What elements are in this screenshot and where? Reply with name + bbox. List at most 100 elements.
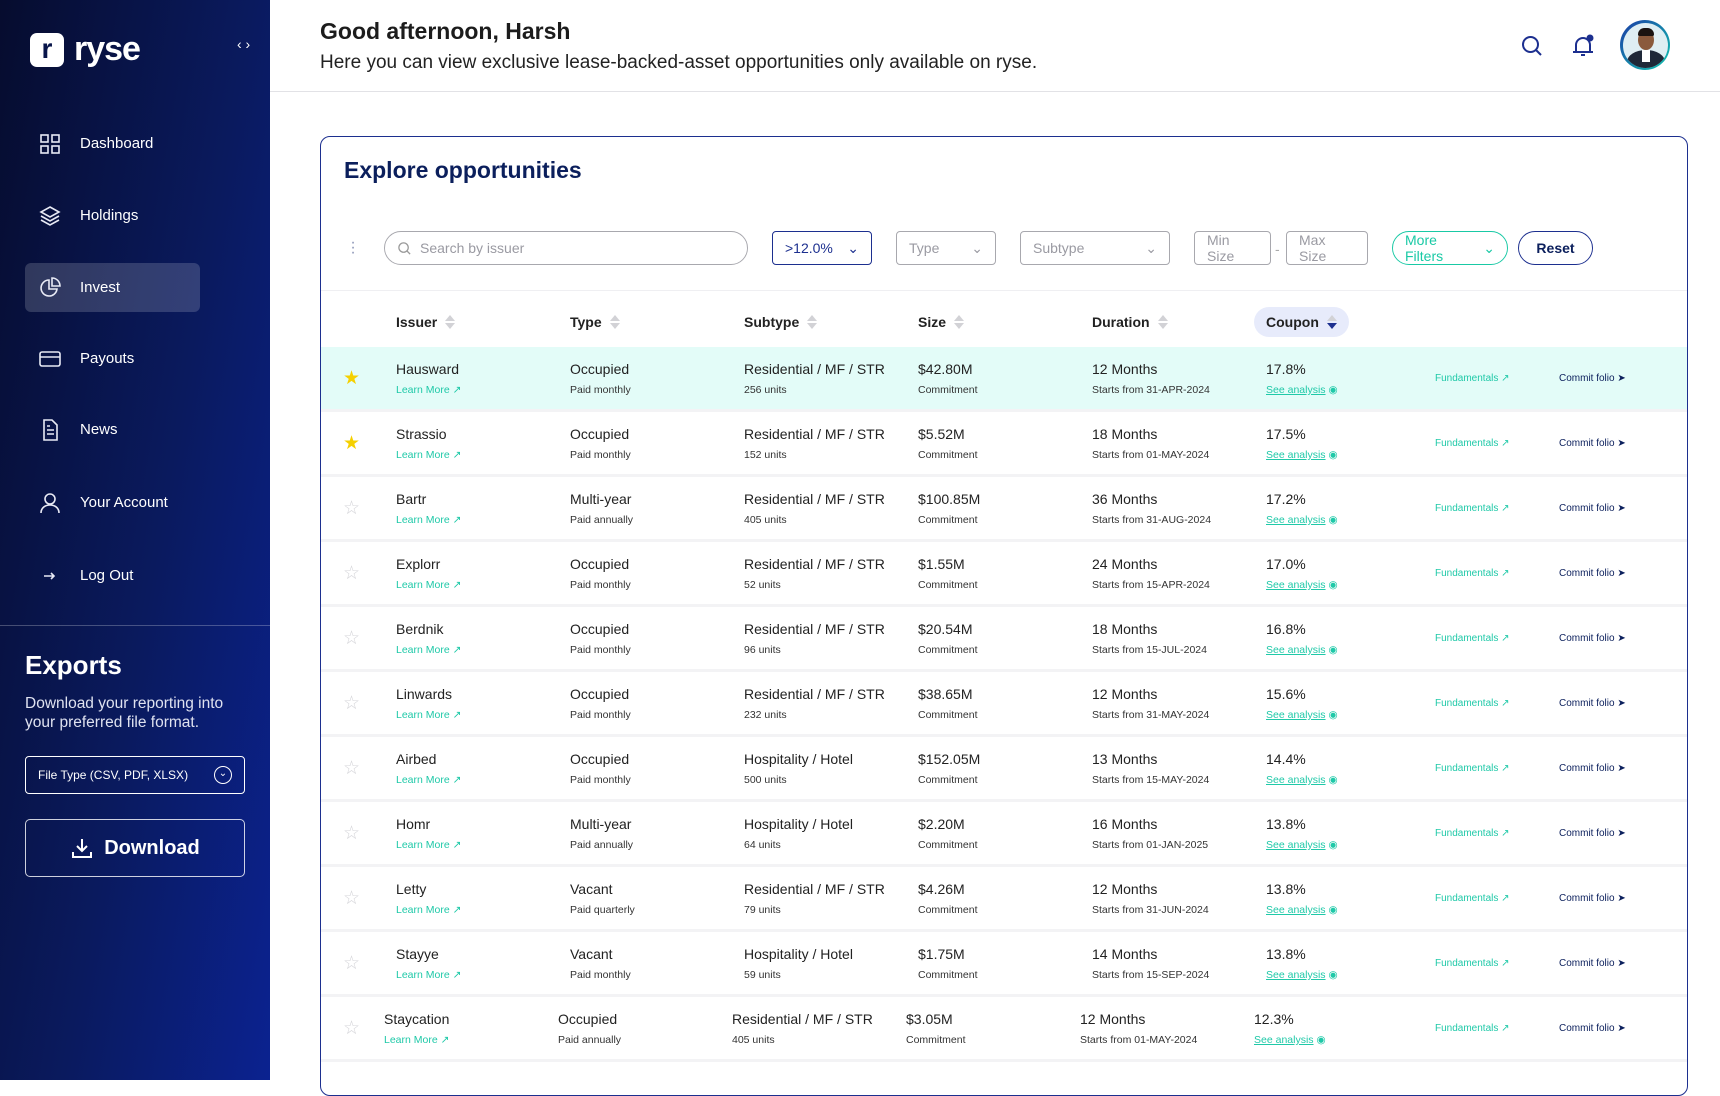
table-row[interactable]: ☆ Airbed Learn More ↗ Occupied Paid monthl… [321, 737, 1687, 802]
column-header-issuer[interactable]: Issuer [396, 307, 456, 337]
table-row[interactable]: ☆ Staycation Learn More ↗ Occupied Paid an… [321, 997, 1687, 1062]
see-analysis-link[interactable]: See analysis ◉ [1266, 839, 1338, 851]
learn-more-link[interactable]: Learn More ↗ [396, 514, 461, 526]
learn-more-link[interactable]: Learn More ↗ [384, 1034, 449, 1046]
table-row[interactable]: ★ Strassio Learn More ↗ Occupied Paid mont… [321, 412, 1687, 477]
commit-folio-link[interactable]: Commit folio ➤ [1559, 438, 1626, 449]
learn-more-link[interactable]: Learn More ↗ [396, 774, 461, 786]
see-analysis-link[interactable]: See analysis ◉ [1266, 449, 1338, 461]
fundamentals-link[interactable]: Fundamentals ↗ [1435, 828, 1510, 839]
fundamentals-link[interactable]: Fundamentals ↗ [1435, 503, 1510, 514]
table-row[interactable]: ★ Hausward Learn More ↗ Occupied Paid mont… [321, 347, 1687, 412]
star-outline-icon[interactable]: ☆ [343, 563, 361, 584]
table-row[interactable]: ☆ Explorr Learn More ↗ Occupied Paid month… [321, 542, 1687, 607]
see-analysis-link[interactable]: See analysis ◉ [1266, 904, 1338, 916]
sidebar-item-invest[interactable]: Invest [25, 263, 200, 312]
fundamentals-link[interactable]: Fundamentals ↗ [1435, 1023, 1510, 1034]
see-analysis-link[interactable]: See analysis ◉ [1266, 709, 1338, 721]
star-filled-icon[interactable]: ★ [343, 433, 361, 454]
fundamentals-link[interactable]: Fundamentals ↗ [1435, 698, 1510, 709]
external-link-icon: ↗ [1501, 763, 1510, 774]
column-header-label: Type [570, 314, 602, 330]
table-row[interactable]: ☆ Stayye Learn More ↗ Vacant Paid monthly … [321, 932, 1687, 997]
sidebar-item-log-out[interactable]: Log Out [25, 551, 200, 600]
column-header-size[interactable]: Size [918, 307, 965, 337]
star-outline-icon[interactable]: ☆ [343, 628, 361, 649]
table-row[interactable]: ☆ Berdnik Learn More ↗ Occupied Paid month… [321, 607, 1687, 672]
fundamentals-link[interactable]: Fundamentals ↗ [1435, 373, 1510, 384]
learn-more-link[interactable]: Learn More ↗ [396, 969, 461, 981]
see-analysis-link[interactable]: See analysis ◉ [1266, 774, 1338, 786]
learn-more-link[interactable]: Learn More ↗ [396, 384, 461, 396]
sidebar-item-dashboard[interactable]: Dashboard [25, 119, 200, 168]
commit-folio-link[interactable]: Commit folio ➤ [1559, 373, 1626, 384]
see-analysis-link[interactable]: See analysis ◉ [1254, 1034, 1326, 1046]
subtype-filter-dropdown[interactable]: Subtype ⌄ [1020, 231, 1170, 265]
learn-more-link[interactable]: Learn More ↗ [396, 644, 461, 656]
sidebar-item-your-account[interactable]: Your Account [25, 478, 200, 527]
fundamentals-link[interactable]: Fundamentals ↗ [1435, 568, 1510, 579]
commit-folio-link[interactable]: Commit folio ➤ [1559, 1023, 1626, 1034]
logo[interactable]: r ryse [30, 30, 141, 69]
search-input[interactable]: Search by issuer [384, 231, 748, 265]
star-outline-icon[interactable]: ☆ [343, 823, 361, 844]
collapse-toggle-icon[interactable]: ‹ › [237, 36, 251, 52]
commit-folio-link[interactable]: Commit folio ➤ [1559, 698, 1626, 709]
fundamentals-link[interactable]: Fundamentals ↗ [1435, 958, 1510, 969]
see-analysis-link[interactable]: See analysis ◉ [1266, 579, 1338, 591]
fundamentals-link[interactable]: Fundamentals ↗ [1435, 438, 1510, 449]
commit-folio-link[interactable]: Commit folio ➤ [1559, 503, 1626, 514]
fundamentals-link[interactable]: Fundamentals ↗ [1435, 633, 1510, 644]
see-analysis-link[interactable]: See analysis ◉ [1266, 384, 1338, 396]
star-outline-icon[interactable]: ☆ [343, 498, 361, 519]
sidebar-item-news[interactable]: News [25, 405, 200, 454]
avatar[interactable] [1620, 20, 1670, 70]
notification-bell-icon[interactable] [1570, 33, 1596, 59]
column-header-coupon[interactable]: Coupon [1254, 307, 1349, 337]
see-analysis-link[interactable]: See analysis ◉ [1266, 514, 1338, 526]
commit-folio-link[interactable]: Commit folio ➤ [1559, 958, 1626, 969]
learn-more-link[interactable]: Learn More ↗ [396, 449, 461, 461]
coupon-filter-dropdown[interactable]: >12.0% ⌄ [772, 231, 872, 265]
table-row[interactable]: ☆ Bartr Learn More ↗ Multi-year Paid annua… [321, 477, 1687, 542]
star-outline-icon[interactable]: ☆ [343, 693, 361, 714]
sidebar-item-payouts[interactable]: Payouts [25, 334, 200, 383]
type-filter-dropdown[interactable]: Type ⌄ [896, 231, 996, 265]
star-outline-icon[interactable]: ☆ [343, 1018, 361, 1039]
learn-more-link[interactable]: Learn More ↗ [396, 579, 461, 591]
sidebar-item-holdings[interactable]: Holdings [25, 191, 200, 240]
reset-button[interactable]: Reset [1518, 231, 1593, 265]
see-analysis-link[interactable]: See analysis ◉ [1266, 969, 1338, 981]
file-type-select[interactable]: File Type (CSV, PDF, XLSX) ⌄ [25, 756, 245, 794]
commit-folio-link[interactable]: Commit folio ➤ [1559, 633, 1626, 644]
min-size-input[interactable]: Min Size [1194, 231, 1271, 265]
star-filled-icon[interactable]: ★ [343, 368, 361, 389]
column-header-duration[interactable]: Duration [1092, 307, 1168, 337]
commit-folio-link[interactable]: Commit folio ➤ [1559, 828, 1626, 839]
learn-more-link[interactable]: Learn More ↗ [396, 709, 461, 721]
star-outline-icon[interactable]: ☆ [343, 888, 361, 909]
download-button[interactable]: Download [25, 819, 245, 877]
fundamentals-link[interactable]: Fundamentals ↗ [1435, 893, 1510, 904]
more-filters-button[interactable]: More Filters ⌄ [1392, 231, 1508, 265]
table-row[interactable]: ☆ Linwards Learn More ↗ Occupied Paid mont… [321, 672, 1687, 737]
search-icon[interactable] [1520, 34, 1544, 58]
table-row[interactable]: ☆ Homr Learn More ↗ Multi-year Paid annual… [321, 802, 1687, 867]
commit-folio-link[interactable]: Commit folio ➤ [1559, 763, 1626, 774]
commit-folio-link[interactable]: Commit folio ➤ [1559, 568, 1626, 579]
more-options-icon[interactable]: · · · [350, 234, 356, 261]
star-outline-icon[interactable]: ☆ [343, 758, 361, 779]
commit-folio-link[interactable]: Commit folio ➤ [1559, 893, 1626, 904]
fundamentals-link[interactable]: Fundamentals ↗ [1435, 763, 1510, 774]
star-outline-icon[interactable]: ☆ [343, 953, 361, 974]
sidebar: r ryse ‹ › Dashboard Holdings Invest Pay… [0, 0, 270, 1080]
eye-icon: ◉ [1328, 969, 1338, 981]
learn-more-link[interactable]: Learn More ↗ [396, 839, 461, 851]
send-icon: ➤ [1617, 828, 1626, 839]
column-header-subtype[interactable]: Subtype [744, 307, 818, 337]
max-size-input[interactable]: Max Size [1286, 231, 1368, 265]
column-header-type[interactable]: Type [570, 307, 620, 337]
learn-more-link[interactable]: Learn More ↗ [396, 904, 461, 916]
table-row[interactable]: ☆ Letty Learn More ↗ Vacant Paid quarterly… [321, 867, 1687, 932]
see-analysis-link[interactable]: See analysis ◉ [1266, 644, 1338, 656]
